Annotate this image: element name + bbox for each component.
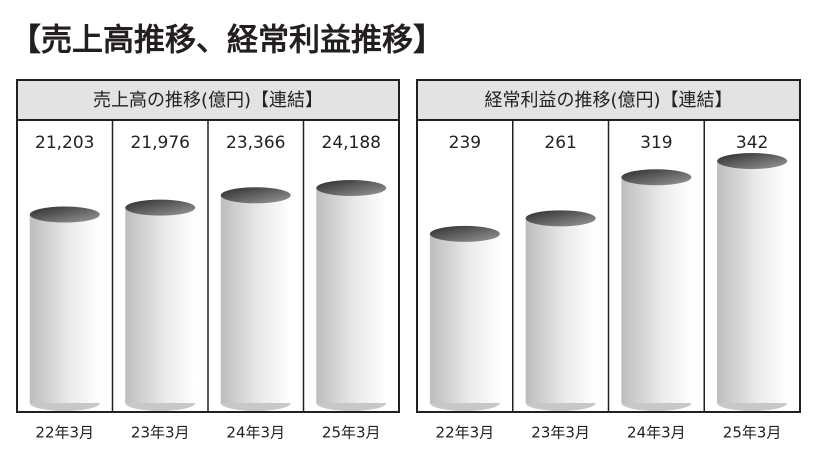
- value-label: 21,976: [131, 133, 190, 153]
- panel-title: 経常利益の推移(億円)【連結】: [484, 90, 732, 111]
- value-label: 319: [640, 133, 672, 153]
- cylinder-top: [125, 199, 196, 216]
- cylinder-top: [621, 169, 692, 186]
- cylinder: [125, 199, 196, 411]
- panel-title: 売上高の推移(億円)【連結】: [93, 90, 323, 111]
- cylinder-body: [316, 188, 387, 403]
- x-tick-label: 25年3月: [322, 424, 381, 442]
- cylinder-top: [220, 187, 291, 204]
- cylinder-body: [621, 177, 692, 403]
- page-title: 【売上高推移、経常利益推移】: [10, 23, 444, 59]
- value-label: 261: [544, 133, 576, 153]
- x-tick-label: 23年3月: [531, 424, 590, 442]
- panel-header: [16, 79, 400, 121]
- cylinder: [621, 169, 692, 411]
- cylinder-body: [429, 233, 500, 403]
- cylinder: [29, 206, 100, 411]
- cylinder: [220, 187, 291, 411]
- value-label: 23,366: [226, 133, 285, 153]
- cylinder-top: [29, 206, 100, 223]
- value-label: 24,188: [322, 133, 381, 153]
- cylinder: [429, 225, 500, 411]
- value-label: 342: [736, 133, 768, 153]
- cylinder-body: [717, 161, 788, 403]
- cylinder: [525, 210, 596, 411]
- panel-header: [416, 79, 801, 121]
- x-tick-label: 23年3月: [131, 424, 190, 442]
- value-label: 239: [449, 133, 481, 153]
- cylinder-body: [220, 195, 291, 403]
- cylinder: [717, 153, 788, 411]
- x-tick-label: 22年3月: [436, 424, 495, 442]
- cylinder-top: [525, 210, 596, 227]
- cylinder-top: [429, 225, 500, 242]
- x-tick-label: 24年3月: [627, 424, 686, 442]
- cylinder-body: [29, 214, 100, 403]
- cylinder-top: [316, 180, 387, 196]
- x-tick-label: 22年3月: [35, 424, 94, 442]
- cylinder-top: [717, 153, 788, 169]
- cylinder-body: [525, 218, 596, 403]
- x-tick-label: 24年3月: [226, 424, 285, 442]
- x-tick-label: 25年3月: [723, 424, 782, 442]
- value-label: 21,203: [35, 133, 94, 153]
- cylinder-body: [125, 207, 196, 403]
- cylinder: [316, 180, 387, 411]
